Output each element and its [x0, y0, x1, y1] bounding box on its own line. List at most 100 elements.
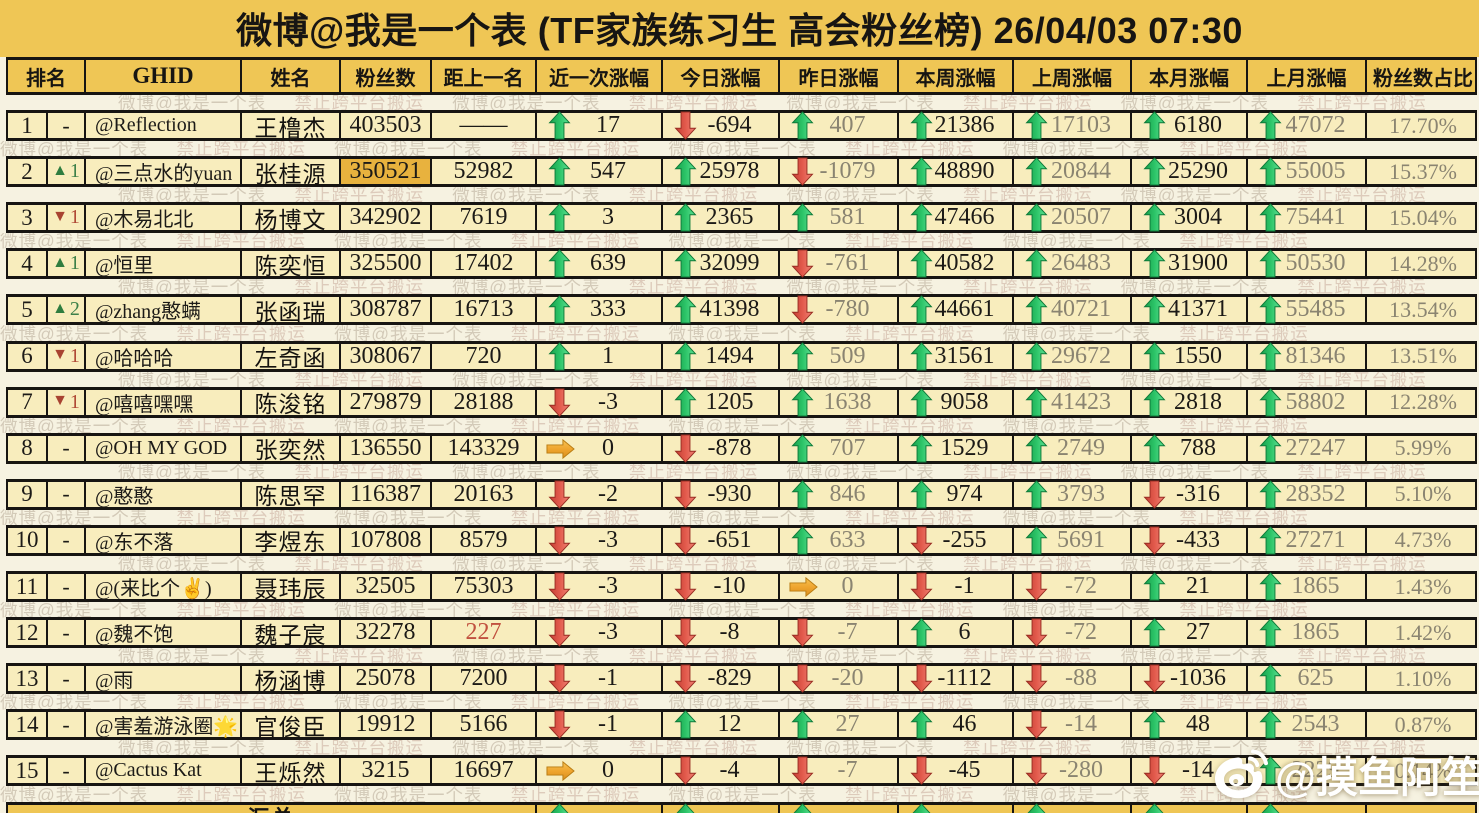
rank-value: 8: [21, 435, 33, 461]
rank-move-dash: -: [62, 527, 70, 553]
cell-share: 13.54%: [1365, 297, 1479, 323]
cell-yesterday: 27: [778, 710, 897, 739]
rank-up-triangle-icon: ▲: [52, 253, 68, 271]
table-row: 7 ▼ 1 @嘻嘻嘿嘿 陈浚铭 279879 28188 -3 1205 1638 9058 4142…: [6, 386, 1477, 418]
share-value: 15.04%: [1389, 204, 1457, 230]
trend-down-arrow-icon: [910, 664, 933, 693]
watermark-warning-text: 禁止跨平台搬运: [934, 739, 1121, 756]
watermark-warning-text: 禁止跨平台搬运: [816, 417, 1003, 434]
share-value: 4.73%: [1394, 527, 1452, 553]
cell-week: 21386: [897, 111, 1012, 140]
trend-up-arrow-icon: [1025, 480, 1048, 509]
name-value: 官俊臣: [254, 713, 327, 740]
cell-lastweek: 20844: [1012, 157, 1130, 186]
rank-move-value: 1: [69, 390, 80, 413]
fans-value: 325500: [349, 250, 422, 277]
rank-move-value: 1: [69, 344, 80, 367]
cell-summary-share: [1365, 804, 1479, 813]
cell-share: 5.99%: [1365, 435, 1479, 461]
trend-up-arrow-icon: [1259, 111, 1282, 140]
change-value: 28352: [1285, 480, 1346, 507]
column-header-label: GHID: [132, 63, 194, 88]
rank-value: 13: [15, 665, 39, 691]
fans-value: 308787: [349, 296, 422, 323]
change-value: 3793: [1057, 480, 1105, 507]
change-value: -694: [707, 112, 752, 138]
change-value: 1529: [940, 434, 989, 461]
trend-up-arrow-icon: [548, 341, 571, 371]
cell-yesterday: -20: [778, 664, 897, 693]
watermark-brand-text: 微博@我是一个表: [452, 463, 601, 480]
trend-up-arrow-icon: [910, 710, 933, 739]
cell-lastweek: 2749: [1012, 433, 1130, 463]
watermark-brand-text: 微博@我是一个表: [668, 693, 817, 710]
change-value: 0: [602, 757, 614, 784]
table-row: 1 - @Reflection 王橹杰 403503 —— 17 -694 407 21386 17…: [6, 110, 1477, 141]
trend-up-arrow-icon: [674, 249, 697, 278]
fans-value: 136550: [349, 434, 422, 461]
gap-value: 75303: [453, 573, 514, 599]
cell-latest: 3: [535, 203, 661, 232]
cell-ghid: @雨: [84, 666, 240, 692]
cell-lastweek: -88: [1012, 664, 1130, 693]
cell-rank-move: -: [46, 435, 84, 461]
change-value: -88: [1065, 665, 1097, 692]
fans-value: 279879: [349, 388, 422, 415]
rank-value: 2: [21, 158, 33, 184]
watermark-warning-text: 禁止跨平台搬运: [482, 232, 669, 249]
name-value: 王橹杰: [254, 114, 327, 141]
change-value: -7: [837, 757, 858, 784]
change-value: 75441: [1285, 204, 1346, 231]
watermark-brand-text: 微博@我是一个表: [0, 693, 149, 710]
trend-up-arrow-icon: [674, 295, 697, 324]
watermark-brand-text: 微博@我是一个表: [452, 647, 601, 664]
watermark-brand-text: 微博@我是一个表: [118, 186, 267, 203]
cell-name: 陈浚铭: [240, 389, 339, 417]
change-value: 1550: [1174, 342, 1222, 369]
gap-value: 16713: [453, 296, 514, 323]
watermark-brand-text: 微博@我是一个表: [1120, 555, 1270, 572]
change-value: 48: [1186, 711, 1210, 738]
table-header-row: 排名 GHID 姓名 粉丝数 距上一名 近一次涨幅 今日涨幅 昨日涨幅 本周涨幅 上周涨幅 本月涨幅…: [6, 57, 1477, 95]
trend-up-arrow-icon: [674, 157, 697, 186]
watermark-brand-text: 微博@我是一个表: [452, 186, 601, 203]
cell-share: 0.87%: [1365, 712, 1479, 738]
change-value: 0: [841, 573, 854, 599]
watermark-line: 微博@我是一个表 禁止跨平台搬运 微博@我是一个表 禁止跨平台搬运 微博@我是一…: [0, 417, 1479, 433]
cell-share: 1.10%: [1365, 666, 1479, 692]
column-header-label: 粉丝数: [355, 67, 416, 90]
cell-month: -1036: [1130, 664, 1246, 693]
gap-value: 227: [465, 619, 502, 646]
column-header-label: 粉丝数占比: [1373, 67, 1473, 90]
column-header-lastweek: 上周涨幅: [1012, 60, 1130, 92]
fans-value: 32505: [355, 573, 416, 599]
cell-yesterday: -1079: [778, 157, 897, 186]
change-value: -651: [707, 526, 752, 553]
cell-month: 31900: [1130, 249, 1246, 278]
cell-latest: 547: [535, 157, 661, 186]
cell-fans: 350521: [339, 158, 430, 185]
change-value: 47072: [1285, 112, 1346, 138]
change-value: -14: [1065, 711, 1097, 738]
cell-rank: 14: [8, 712, 46, 737]
watermark-brand-text: 微博@我是一个表: [786, 739, 935, 756]
change-value: 17103: [1051, 112, 1111, 138]
change-value: 40721: [1051, 296, 1111, 323]
fans-value: 107808: [349, 526, 422, 553]
trend-up-arrow-icon: [1025, 157, 1048, 186]
trend-down-arrow-icon: [1025, 618, 1048, 647]
cell-month: -14: [1130, 756, 1246, 786]
cell-summary-week: [897, 802, 1012, 813]
watermark-brand-text: 微博@我是一个表: [334, 601, 483, 618]
cell-lastmonth: 58802: [1246, 387, 1365, 417]
trend-down-arrow-icon: [548, 618, 571, 647]
column-header-label: 本周涨幅: [915, 67, 996, 90]
watermark-line: 微博@我是一个表 禁止跨平台搬运 微博@我是一个表 禁止跨平台搬运 微博@我是一…: [0, 187, 1479, 203]
cell-latest: -3: [535, 526, 661, 555]
cell-today: 1205: [661, 387, 778, 417]
change-value: 1638: [823, 388, 872, 415]
ghid-value: @哈哈哈: [95, 347, 174, 370]
trend-up-arrow-icon: [1259, 203, 1282, 232]
change-value: 40582: [934, 250, 995, 277]
watermark-warning-text: 禁止跨平台搬运: [600, 94, 787, 111]
